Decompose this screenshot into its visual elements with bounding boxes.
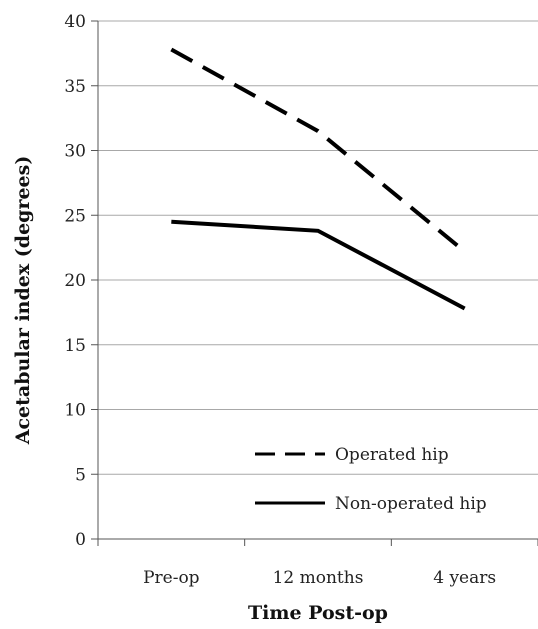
y-axis-ticks: 0 5 10 15 20 25 30 35 40	[64, 12, 98, 550]
x-tick-label: 4 years	[433, 568, 496, 588]
y-tick-label: 10	[64, 401, 86, 421]
y-tick-label: 20	[64, 271, 86, 291]
legend-label-non-operated-hip: Non-operated hip	[335, 494, 487, 514]
legend: Operated hip Non-operated hip	[255, 445, 487, 514]
x-axis-ticks: Pre-op 12 months 4 years	[97, 539, 538, 588]
x-axis-title: Time Post-op	[248, 602, 388, 624]
y-tick-label: 35	[64, 77, 86, 97]
y-tick-label: 0	[75, 530, 86, 550]
y-tick-label: 30	[64, 142, 86, 162]
series-line-non-operated-hip	[171, 219, 466, 311]
gridlines	[98, 20, 538, 475]
y-tick-label: 5	[75, 465, 86, 485]
y-tick-label: 15	[64, 336, 86, 356]
y-axis-title: Acetabular index (degrees)	[12, 156, 34, 446]
x-tick-label: Pre-op	[143, 568, 200, 588]
y-tick-label: 40	[64, 12, 86, 32]
legend-label-operated-hip: Operated hip	[335, 445, 449, 465]
y-tick-label: 25	[64, 206, 86, 226]
x-tick-label: 12 months	[273, 568, 364, 588]
series-lines	[170, 47, 466, 311]
